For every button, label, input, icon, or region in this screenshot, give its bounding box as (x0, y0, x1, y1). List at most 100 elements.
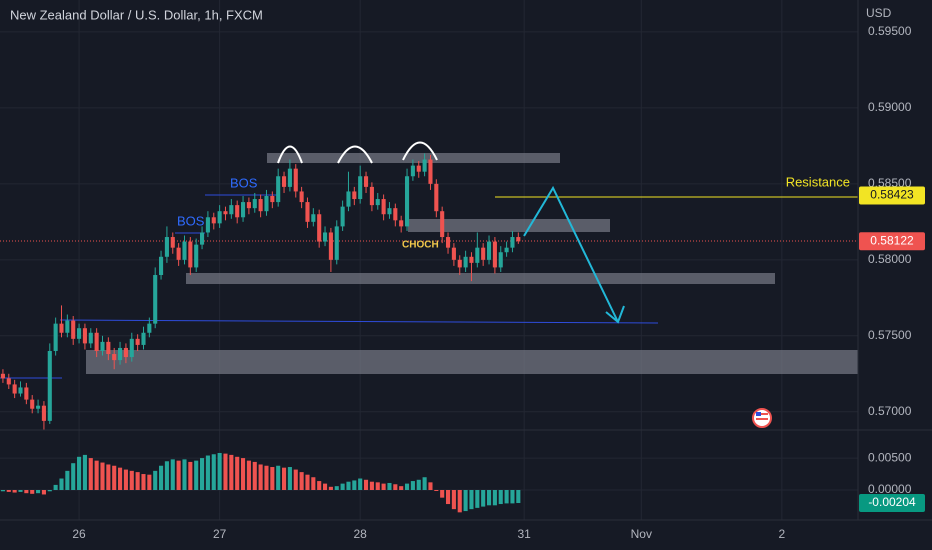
osc-bar (47, 490, 52, 492)
osc-bar (475, 490, 480, 508)
osc-bar (147, 474, 152, 490)
osc-bar (451, 490, 456, 510)
osc-bar (135, 472, 140, 490)
osc-bar (12, 490, 17, 493)
x-tick-label: 26 (72, 527, 86, 541)
candle-body (387, 208, 392, 215)
candle-body (481, 247, 486, 260)
x-tick-label: 31 (517, 527, 531, 541)
osc-bar (287, 467, 292, 490)
candle-body (322, 232, 328, 242)
osc-bar (516, 490, 521, 504)
flag-icon (752, 408, 772, 428)
candle-body (375, 199, 380, 206)
candle-body (381, 199, 386, 215)
candle-body (24, 387, 29, 400)
osc-bar (41, 490, 46, 495)
resistance-label: Resistance (786, 174, 850, 189)
y-tick-label: 0.58500 (868, 176, 912, 190)
candle-body (205, 217, 210, 233)
candle-body (492, 241, 497, 268)
osc-bar (481, 490, 486, 507)
candle-body (200, 232, 205, 245)
candle-body (434, 183, 439, 212)
candle-body (258, 199, 263, 212)
osc-bar (77, 456, 82, 490)
candle-body (176, 247, 181, 260)
candle-body (281, 176, 287, 187)
last-price-tag-bg (859, 232, 925, 251)
candle-body (299, 191, 304, 203)
resistance-price-tag-bg (859, 186, 925, 205)
candle-body (71, 320, 76, 339)
osc-bar (317, 481, 322, 490)
candle-body (82, 328, 87, 344)
osc-bar (170, 459, 175, 490)
osc-bar (457, 490, 462, 513)
x-tick-label: 27 (213, 527, 227, 541)
candle-body (153, 275, 158, 324)
candle-body (229, 205, 234, 215)
candle-body (463, 256, 468, 268)
osc-bar (182, 459, 187, 490)
osc-bar (334, 486, 339, 490)
candle-body (317, 214, 322, 242)
osc-bar (88, 458, 93, 490)
candle-body (77, 328, 82, 339)
osc-bar (358, 478, 363, 490)
candle-body (53, 323, 58, 351)
osc-bar (194, 460, 199, 490)
candle-body (235, 205, 240, 218)
candle-body (141, 332, 146, 345)
osc-bar (381, 483, 386, 490)
candle-body (416, 165, 421, 172)
osc-bar (404, 483, 410, 490)
osc-bar (486, 490, 492, 506)
peak-arc (277, 145, 303, 164)
candle-body (445, 237, 451, 248)
osc-bar (200, 458, 205, 490)
osc-bar (205, 455, 210, 490)
osc-bar (223, 453, 228, 490)
candle-body (270, 196, 275, 203)
candle-body (475, 247, 480, 263)
osc-bar (311, 477, 316, 490)
candle-body (59, 323, 64, 333)
currency-label: USD (866, 6, 892, 20)
candle-body (399, 220, 404, 227)
zone (86, 350, 858, 374)
candle-body (211, 217, 216, 224)
candle-body (47, 350, 52, 421)
osc-bar (305, 474, 310, 490)
candle-body (311, 214, 316, 222)
candle-body (135, 338, 140, 345)
osc-bar (159, 465, 164, 490)
osc-bar (293, 469, 298, 490)
y-tick-label: 0.57000 (868, 404, 912, 418)
osc-tick-label: 0.00500 (868, 450, 912, 464)
osc-value-tag: -0.00204 (868, 495, 916, 509)
osc-bar (258, 464, 263, 490)
peak-arc (402, 141, 438, 161)
osc-bar (82, 454, 87, 490)
osc-tick-label: 0.00000 (868, 482, 912, 496)
candle-body (0, 373, 5, 379)
osc-bar (235, 456, 240, 490)
candle-body (18, 387, 23, 394)
resistance-price-tag: 0.58423 (870, 188, 914, 202)
osc-bar (410, 481, 415, 490)
osc-bar (24, 490, 29, 494)
osc-bar (434, 490, 439, 491)
osc-bar (504, 490, 509, 504)
candle-body (194, 244, 199, 268)
x-tick-label: 2 (779, 527, 786, 541)
osc-bar (440, 490, 445, 498)
osc-bar (399, 486, 404, 490)
peak-arc (337, 145, 373, 164)
choch-label: CHOCH (402, 240, 439, 251)
candle-body (457, 259, 462, 268)
osc-bar (369, 481, 374, 490)
candle-body (410, 165, 415, 177)
candle-body (159, 256, 164, 276)
osc-bar (6, 490, 11, 492)
